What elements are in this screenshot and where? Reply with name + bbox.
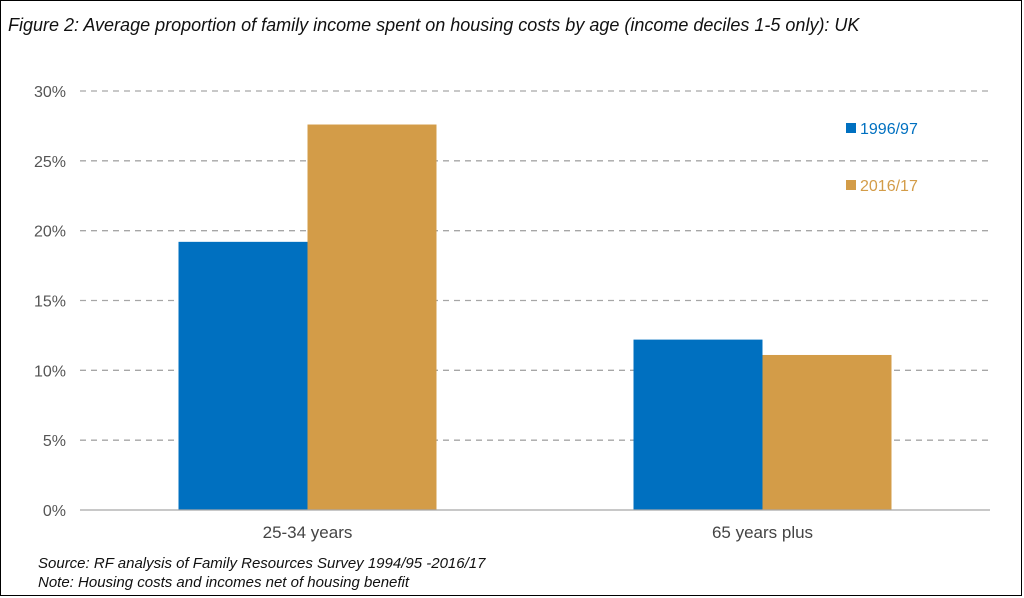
bar [307, 124, 437, 511]
chart-title: Figure 2: Average proportion of family i… [8, 15, 860, 35]
y-tick-label: 10% [34, 363, 66, 380]
chart-notes: Source: RF analysis of Family Resources … [38, 554, 485, 592]
housing-benefit-note: Note: Housing costs and incomes net of h… [38, 574, 410, 591]
grid-layer [80, 90, 990, 441]
legend-swatch [846, 123, 856, 133]
legend-swatch [846, 180, 856, 190]
y-tick-label: 30% [34, 84, 66, 101]
bars-layer [178, 124, 892, 511]
x-tick-label: 25-34 years [263, 523, 353, 542]
bar [762, 354, 892, 510]
bar [633, 339, 763, 510]
y-tick-label: 25% [34, 154, 66, 171]
y-tick-label: 0% [43, 503, 66, 520]
legend: 1996/97 2016/17 [846, 121, 918, 195]
x-tick-label: 65 years plus [712, 523, 813, 542]
legend-label: 2016/17 [860, 178, 918, 195]
legend-label: 1996/97 [860, 121, 918, 138]
source-note: Source: RF analysis of Family Resources … [38, 555, 486, 572]
y-tick-label: 15% [34, 294, 66, 311]
y-tick-label: 5% [43, 433, 66, 450]
axis-layer: 0% 5% 10% 15% 20% 25% 30% 25-34 years 65 years p… [34, 84, 990, 542]
y-tick-label: 20% [34, 224, 66, 241]
bar [178, 241, 308, 510]
